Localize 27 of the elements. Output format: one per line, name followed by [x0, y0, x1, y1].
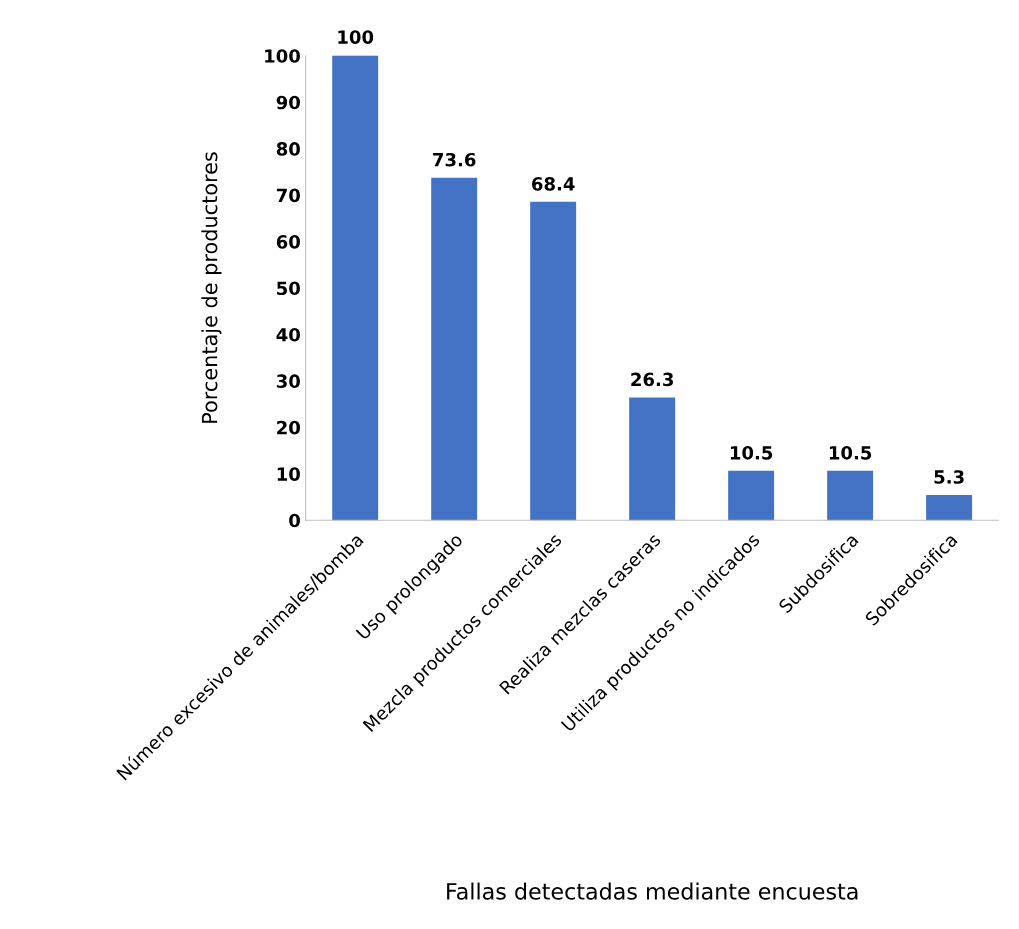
- y-tick-label: 70: [276, 188, 300, 203]
- y-tick-label: 60: [276, 235, 300, 249]
- data-label: 26.3: [631, 372, 673, 387]
- data-label: 10.5: [730, 445, 773, 460]
- bar: [431, 177, 478, 521]
- data-label: 100: [338, 30, 374, 44]
- y-tick-label: 20: [277, 420, 300, 435]
- y-axis-title: Porcentaje de productores: [201, 152, 222, 423]
- bar: [530, 201, 577, 521]
- data-label: 5.3: [934, 470, 964, 484]
- y-tick-label: 10: [277, 467, 300, 481]
- bar: [728, 470, 775, 521]
- y-tick-label: 0: [289, 513, 300, 528]
- y-tick-label: 50: [277, 281, 300, 296]
- bar: [629, 397, 676, 521]
- data-label: 73.6: [433, 152, 476, 167]
- x-axis-title: Fallas detectadas mediante encuesta: [447, 882, 858, 900]
- y-tick-label: 90: [276, 95, 300, 110]
- bar: [332, 55, 379, 521]
- bar: [926, 494, 973, 521]
- data-label: 68.4: [532, 177, 575, 191]
- y-tick-label: 30: [276, 374, 300, 389]
- y-tick-label: 100: [265, 49, 300, 63]
- bar: [827, 470, 874, 521]
- y-tick-label: 40: [276, 327, 300, 342]
- data-label: 10.5: [829, 445, 872, 460]
- y-tick-label: 80: [276, 142, 300, 156]
